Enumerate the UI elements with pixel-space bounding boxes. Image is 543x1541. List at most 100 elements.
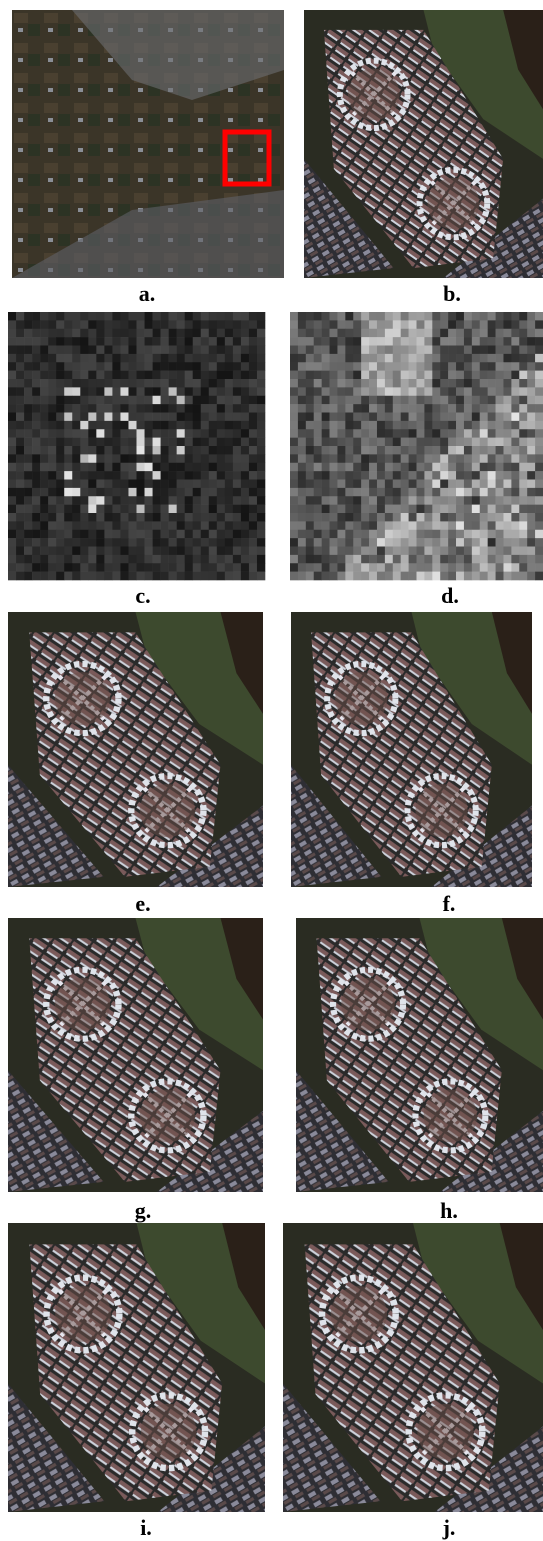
pixel: [217, 354, 225, 363]
pixel: [290, 404, 298, 413]
pixel: [290, 354, 298, 363]
pixel: [225, 572, 233, 581]
pixel: [8, 454, 16, 463]
pixel: [409, 413, 417, 422]
pixel: [409, 371, 417, 380]
pixel: [233, 371, 241, 380]
pixel: [527, 320, 535, 329]
pixel: [48, 572, 56, 581]
pixel: [48, 454, 56, 463]
pixel: [120, 354, 128, 363]
pixel: [417, 312, 425, 321]
pixel: [314, 463, 322, 472]
pixel: [104, 379, 112, 388]
pixel: [464, 429, 472, 438]
pixel: [306, 563, 314, 572]
pixel: [385, 572, 393, 581]
pixel: [503, 404, 511, 413]
pixel: [120, 337, 128, 346]
pixel: [322, 312, 330, 321]
pixel: [511, 421, 519, 430]
pixel: [424, 371, 432, 380]
pixel: [185, 505, 193, 514]
pixel: [177, 446, 185, 455]
pixel: [527, 371, 535, 380]
pixel: [241, 521, 249, 530]
pixel: [535, 488, 543, 497]
pixel: [519, 538, 527, 547]
pixel: [217, 538, 225, 547]
pixel: [361, 547, 369, 556]
pixel: [503, 471, 511, 480]
pixel: [290, 463, 298, 472]
pixel: [104, 396, 112, 405]
pixel: [8, 396, 16, 405]
pixel: [377, 547, 385, 556]
pixel: [456, 572, 464, 581]
pixel: [527, 312, 535, 321]
pixel: [24, 362, 32, 371]
pixel: [145, 320, 153, 329]
pixel: [96, 320, 104, 329]
pixel: [488, 480, 496, 489]
pixel: [177, 555, 185, 564]
pixel: [88, 413, 96, 422]
pixel: [177, 320, 185, 329]
pixel: [161, 513, 169, 522]
pixel: [511, 387, 519, 396]
pixel: [145, 496, 153, 505]
pixel: [401, 547, 409, 556]
pixel: [353, 337, 361, 346]
pixel: [361, 530, 369, 539]
pixel: [314, 555, 322, 564]
pixel: [503, 547, 511, 556]
pixel: [16, 488, 24, 497]
pixel: [417, 371, 425, 380]
pixel: [217, 429, 225, 438]
pixel: [128, 463, 136, 472]
pixel: [96, 446, 104, 455]
pixel: [472, 530, 480, 539]
pixel: [322, 521, 330, 530]
pixel: [511, 513, 519, 522]
pixel: [120, 547, 128, 556]
pixel: [472, 463, 480, 472]
pixel: [432, 320, 440, 329]
pixel: [472, 446, 480, 455]
pixel: [48, 337, 56, 346]
pixel: [128, 496, 136, 505]
pixel: [72, 396, 80, 405]
pixel: [503, 354, 511, 363]
pixel: [393, 312, 401, 321]
pixel: [201, 438, 209, 447]
pixel: [393, 555, 401, 564]
pixel: [464, 572, 472, 581]
pixel: [290, 538, 298, 547]
pixel: [40, 337, 48, 346]
pixel: [314, 480, 322, 489]
pixel: [330, 421, 338, 430]
pixel: [424, 538, 432, 547]
pixel: [88, 496, 96, 505]
pixel: [169, 521, 177, 530]
pixel: [201, 337, 209, 346]
pixel: [120, 438, 128, 447]
pixel: [145, 438, 153, 447]
pixel: [225, 404, 233, 413]
pixel: [472, 379, 480, 388]
pixel: [177, 563, 185, 572]
pixel: [290, 555, 298, 564]
pixel: [96, 371, 104, 380]
pixel: [409, 555, 417, 564]
pixel: [64, 362, 72, 371]
pixel: [496, 337, 504, 346]
pixel: [345, 387, 353, 396]
pixel: [472, 320, 480, 329]
pixel: [8, 337, 16, 346]
pixel: [424, 362, 432, 371]
pixel: [120, 329, 128, 338]
pixel: [417, 480, 425, 489]
pixel: [153, 488, 161, 497]
pixel: [298, 438, 306, 447]
pixel: [393, 513, 401, 522]
